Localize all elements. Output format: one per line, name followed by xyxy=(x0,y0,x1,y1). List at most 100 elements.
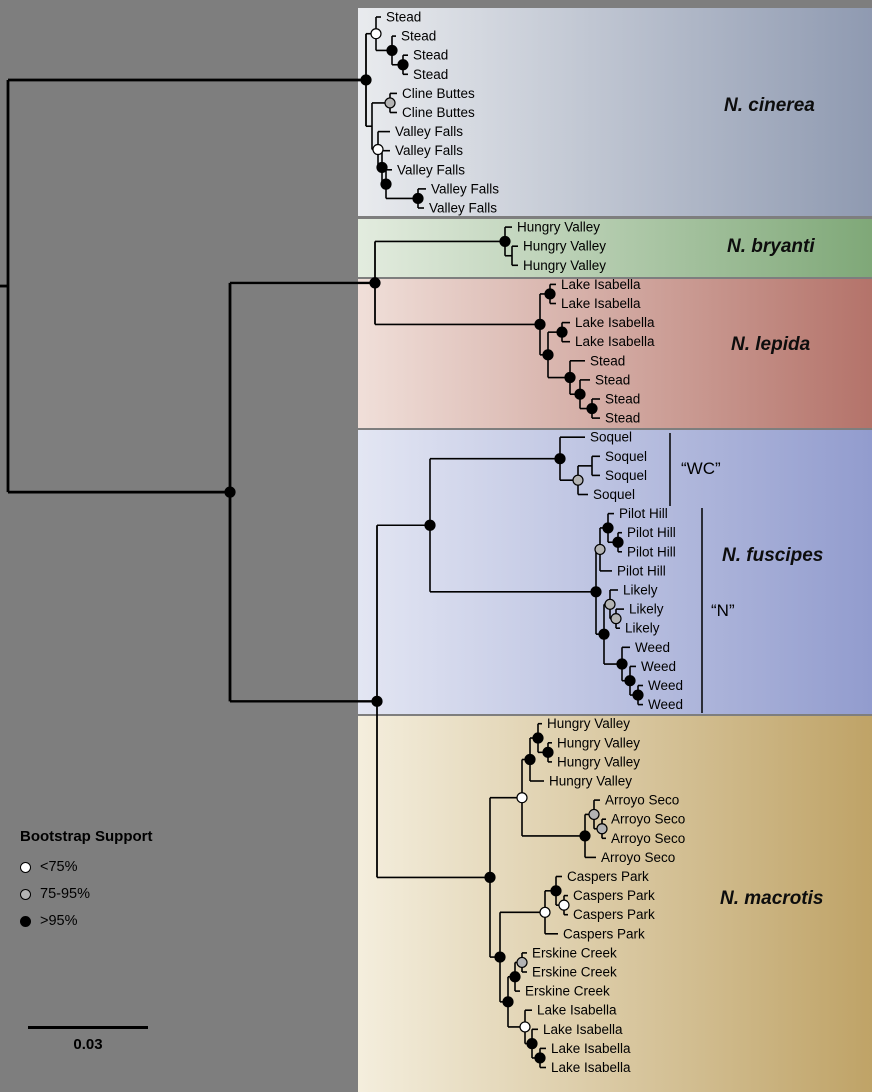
bootstrap-node-white xyxy=(370,28,382,40)
bootstrap-node-black xyxy=(532,732,544,744)
bootstrap-node-black xyxy=(598,628,610,640)
scale-bar-label: 0.03 xyxy=(73,1036,103,1053)
species-block-macrotis xyxy=(358,716,872,1092)
tip-label: Stead xyxy=(590,353,625,368)
tip-label: Soquel xyxy=(605,449,647,464)
species-block-lepida xyxy=(358,279,872,428)
filled-circle-icon xyxy=(20,915,31,927)
tip-label: Lake Isabella xyxy=(551,1041,631,1056)
bootstrap-node-white xyxy=(539,906,551,918)
tip-label: Arroyo Seco xyxy=(601,850,675,865)
bootstrap-node-black xyxy=(509,971,521,983)
tip-label: Caspers Park xyxy=(563,926,645,941)
tip-label: Soquel xyxy=(605,468,647,483)
bootstrap-node-black xyxy=(612,536,624,548)
legend-label: 75-95% xyxy=(40,886,90,902)
bootstrap-node-black xyxy=(556,326,568,338)
bootstrap-node-gray xyxy=(604,598,616,610)
tip-label: Arroyo Seco xyxy=(611,812,685,827)
bootstrap-node-black xyxy=(534,1052,546,1064)
tip-label: Cline Buttes xyxy=(402,105,475,120)
bootstrap-node-black xyxy=(412,192,424,205)
bootstrap-node-black xyxy=(494,951,506,963)
bootstrap-node-gray xyxy=(588,808,600,821)
tip-label: Lake Isabella xyxy=(575,334,655,349)
species-label-cinerea: N. cinerea xyxy=(724,95,815,116)
tip-label: Stead xyxy=(595,372,630,387)
tip-label: Pilot Hill xyxy=(619,506,668,521)
legend-item-under-75: <75% xyxy=(20,859,153,875)
bootstrap-node-black xyxy=(624,675,636,687)
tip-label: Caspers Park xyxy=(573,907,655,922)
bootstrap-node-black xyxy=(564,371,576,384)
tip-label: Lake Isabella xyxy=(575,315,655,330)
tip-label: Caspers Park xyxy=(573,888,655,903)
bootstrap-node-white xyxy=(519,1021,531,1033)
tip-label: Hungry Valley xyxy=(517,220,600,235)
legend-item-over-95: >95% xyxy=(20,913,153,929)
legend-item-75-95: 75-95% xyxy=(20,886,153,902)
clade-label: “WC” xyxy=(681,459,721,478)
tip-label: Valley Falls xyxy=(395,124,463,139)
bootstrap-node-black xyxy=(526,1038,538,1050)
bootstrap-node-black xyxy=(524,753,536,766)
tip-label: Likely xyxy=(623,583,658,598)
tip-label: Weed xyxy=(648,678,683,693)
tip-label: Valley Falls xyxy=(397,162,465,177)
bootstrap-node-black xyxy=(579,830,591,842)
tip-label: Stead xyxy=(605,392,640,407)
tip-label: Lake Isabella xyxy=(543,1022,623,1037)
tip-label: Hungry Valley xyxy=(523,239,606,254)
tip-label: Likely xyxy=(629,602,664,617)
tip-label: Hungry Valley xyxy=(549,774,632,789)
species-label-bryanti: N. bryanti xyxy=(727,236,815,257)
tip-label: Soquel xyxy=(590,430,632,445)
tip-label: Pilot Hill xyxy=(627,544,676,559)
open-circle-icon xyxy=(20,861,31,873)
tip-label: Stead xyxy=(413,48,448,63)
bootstrap-legend: Bootstrap Support <75% 75-95% >95% xyxy=(20,828,153,940)
tip-label: Erskine Creek xyxy=(532,945,617,960)
tip-label: Hungry Valley xyxy=(547,716,630,731)
legend-title: Bootstrap Support xyxy=(20,828,153,845)
bootstrap-node-black xyxy=(590,586,602,598)
tip-label: Arroyo Seco xyxy=(605,793,679,808)
tip-label: Stead xyxy=(413,67,448,82)
tip-label: Arroyo Seco xyxy=(611,831,685,846)
clade-label: “N” xyxy=(711,601,735,620)
legend-label: >95% xyxy=(40,913,78,929)
tip-label: Stead xyxy=(386,10,421,25)
tip-label: Valley Falls xyxy=(429,201,497,216)
bootstrap-node-black xyxy=(632,689,644,701)
species-label-lepida: N. lepida xyxy=(731,334,811,355)
bootstrap-node-black xyxy=(424,519,436,531)
bootstrap-node-black xyxy=(380,178,392,190)
bootstrap-node-black xyxy=(550,885,562,897)
bootstrap-node-black xyxy=(542,349,554,361)
bootstrap-node-black xyxy=(371,695,383,707)
bootstrap-node-black xyxy=(376,161,388,174)
tip-label: Weed xyxy=(648,697,683,712)
tip-label: Likely xyxy=(625,621,660,636)
species-block-cinerea xyxy=(358,8,872,216)
bootstrap-node-gray xyxy=(610,613,622,625)
bootstrap-node-black xyxy=(616,658,628,670)
tip-label: Lake Isabella xyxy=(537,1003,617,1018)
bootstrap-node-gray xyxy=(596,823,608,835)
species-label-fuscipes: N. fuscipes xyxy=(722,545,824,566)
tip-label: Erskine Creek xyxy=(532,965,617,980)
bootstrap-node-black xyxy=(499,235,511,248)
bootstrap-node-black xyxy=(554,453,566,465)
bootstrap-node-white xyxy=(558,899,570,911)
tip-label: Stead xyxy=(605,411,640,426)
tip-label: Valley Falls xyxy=(395,143,463,158)
species-label-macrotis: N. macrotis xyxy=(720,888,824,909)
bootstrap-node-black xyxy=(484,871,496,883)
tip-label: Lake Isabella xyxy=(561,277,641,292)
species-block-bryanti xyxy=(358,219,872,277)
scale-bar-line xyxy=(28,1026,148,1029)
bootstrap-node-black xyxy=(369,277,381,289)
